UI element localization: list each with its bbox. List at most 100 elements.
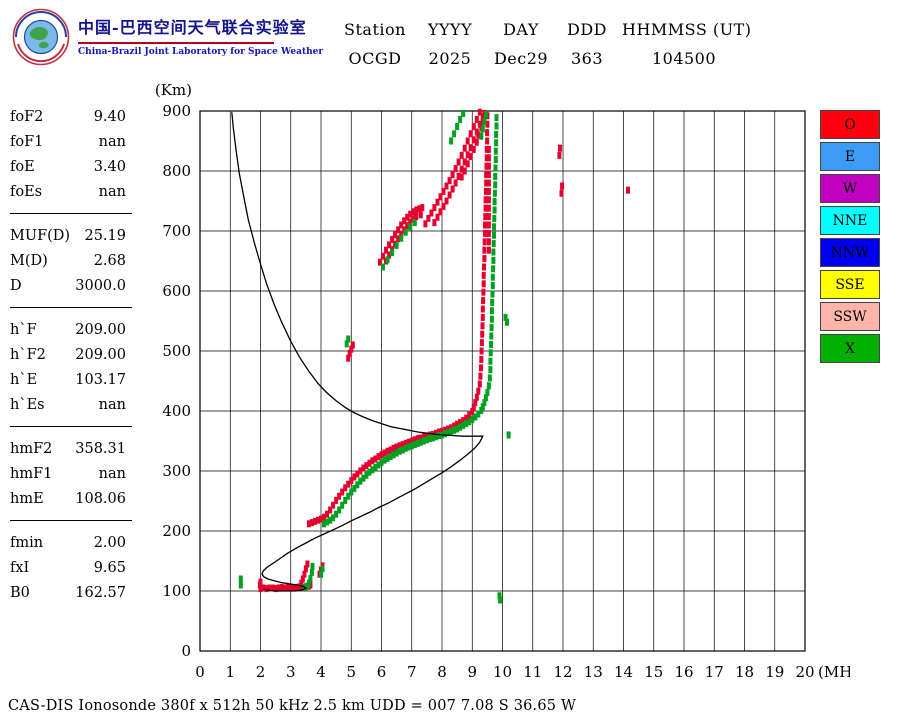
- svg-text:0: 0: [181, 642, 191, 660]
- svg-text:100: 100: [162, 582, 191, 600]
- station-value-time: 104500: [651, 49, 717, 68]
- parameter-label: B0: [10, 584, 30, 601]
- series-X-mode-echo: [238, 109, 511, 604]
- parameter-row: D 3000.0: [10, 273, 126, 298]
- svg-text:8: 8: [437, 663, 447, 681]
- parameter-label: hmF2: [10, 440, 53, 457]
- legend-item-x: X: [820, 334, 880, 363]
- svg-text:16: 16: [674, 663, 693, 681]
- parameter-value: nan: [98, 396, 126, 413]
- parameter-label: D: [10, 277, 22, 294]
- svg-text:17: 17: [705, 663, 724, 681]
- svg-text:500: 500: [162, 342, 191, 360]
- station-header-ddd: DDD: [567, 20, 607, 39]
- station-header-station: Station: [344, 20, 406, 39]
- parameter-value: nan: [98, 183, 126, 200]
- parameter-value: nan: [98, 465, 126, 482]
- parameter-row: fxI 9.65: [10, 555, 126, 580]
- status-line: CAS-DIS Ionosonde 380f x 512h 50 kHz 2.5…: [8, 698, 577, 714]
- svg-text:9: 9: [467, 663, 477, 681]
- parameter-row: h`F2 209.00: [10, 342, 126, 367]
- svg-text:200: 200: [162, 522, 191, 540]
- svg-text:7: 7: [407, 663, 417, 681]
- svg-text:4: 4: [316, 663, 326, 681]
- svg-text:0: 0: [195, 663, 205, 681]
- parameter-label: foE: [10, 158, 35, 175]
- station-value-code: OCGD: [348, 49, 402, 68]
- series-electron-density-profile: [231, 112, 484, 592]
- parameter-row: foE 3.40: [10, 154, 126, 179]
- parameter-label: h`Es: [10, 396, 45, 413]
- svg-text:18: 18: [735, 663, 754, 681]
- series-O-mode-echo: [257, 108, 630, 593]
- station-value-day: Dec29: [493, 49, 549, 68]
- parameter-label: h`F2: [10, 346, 46, 363]
- parameter-label: fmin: [10, 534, 44, 551]
- parameter-row: h`Es nan: [10, 392, 126, 417]
- svg-text:14: 14: [614, 663, 633, 681]
- parameter-label: h`F: [10, 321, 37, 338]
- parameter-row: hmE 108.06: [10, 486, 126, 511]
- legend-item-e: E: [820, 142, 880, 171]
- svg-text:15: 15: [644, 663, 663, 681]
- parameter-value: 9.65: [93, 559, 126, 576]
- group-divider: [10, 426, 132, 427]
- logo-divider: [78, 42, 274, 44]
- parameter-value: 9.40: [93, 108, 126, 125]
- globe-logo-icon: [12, 8, 70, 66]
- parameter-label: foF1: [10, 133, 44, 150]
- parameter-value: 3.40: [93, 158, 126, 175]
- parameter-row: MUF(D) 25.19: [10, 223, 126, 248]
- parameter-row: foEs nan: [10, 179, 126, 204]
- parameter-row: foF2 9.40: [10, 104, 126, 129]
- parameter-value: 103.17: [75, 371, 126, 388]
- station-value-ddd: 363: [570, 49, 604, 68]
- grid: [199, 110, 806, 652]
- parameter-row: h`E 103.17: [10, 367, 126, 392]
- station-header-time: HHMMSS (UT): [622, 20, 752, 39]
- parameter-value: nan: [98, 133, 126, 150]
- lab-titles: 中国-巴西空间天气联合实验室 China-Brazil Joint Labora…: [78, 14, 323, 57]
- parameter-value: 3000.0: [75, 277, 126, 294]
- svg-text:12: 12: [553, 663, 572, 681]
- parameter-row: hmF1 nan: [10, 461, 126, 486]
- parameter-row: B0 162.57: [10, 580, 126, 605]
- station-header-day: DAY: [503, 20, 539, 39]
- legend-item-sse: SSE: [820, 270, 880, 299]
- svg-text:20: 20: [795, 663, 814, 681]
- parameter-row: foF1 nan: [10, 129, 126, 154]
- parameter-value: 2.68: [93, 252, 126, 269]
- ionogram-svg: 0 1 2 3 4 5 6 7 8 9 10 11 12 13 14 15 16 17 18 19 2001002003…: [155, 81, 850, 681]
- svg-text:6: 6: [377, 663, 387, 681]
- parameter-row: fmin 2.00: [10, 530, 126, 555]
- station-header-year: YYYY: [427, 20, 473, 39]
- parameter-row: hmF2 358.31: [10, 436, 126, 461]
- parameter-value: 162.57: [75, 584, 126, 601]
- svg-text:2: 2: [256, 663, 266, 681]
- lab-logo: [12, 8, 70, 70]
- legend-item-o: O: [820, 110, 880, 139]
- legend: O E W NNE NNW SSE SSW X: [820, 110, 880, 366]
- parameter-label: fxI: [10, 559, 30, 576]
- group-divider: [10, 520, 132, 521]
- svg-text:10: 10: [493, 663, 512, 681]
- group-divider: [10, 213, 132, 214]
- svg-text:(Km): (Km): [155, 81, 192, 99]
- svg-text:13: 13: [584, 663, 603, 681]
- parameter-value: 358.31: [75, 440, 126, 457]
- station-info-table: Station YYYY DAY DDD HHMMSS (UT) OCGD 20…: [340, 20, 752, 68]
- parameter-value: 209.00: [75, 346, 126, 363]
- svg-text:900: 900: [162, 102, 191, 120]
- parameter-value: 2.00: [93, 534, 126, 551]
- legend-item-ssw: SSW: [820, 302, 880, 331]
- parameter-label: h`E: [10, 371, 38, 388]
- parameter-label: MUF(D): [10, 227, 71, 244]
- svg-text:300: 300: [162, 462, 191, 480]
- station-value-year: 2025: [428, 49, 472, 68]
- parameter-value: 25.19: [84, 227, 126, 244]
- plot-border: [199, 110, 806, 652]
- legend-item-nne: NNE: [820, 206, 880, 235]
- legend-item-w: W: [820, 174, 880, 203]
- svg-text:(MHz): (MHz): [818, 663, 850, 681]
